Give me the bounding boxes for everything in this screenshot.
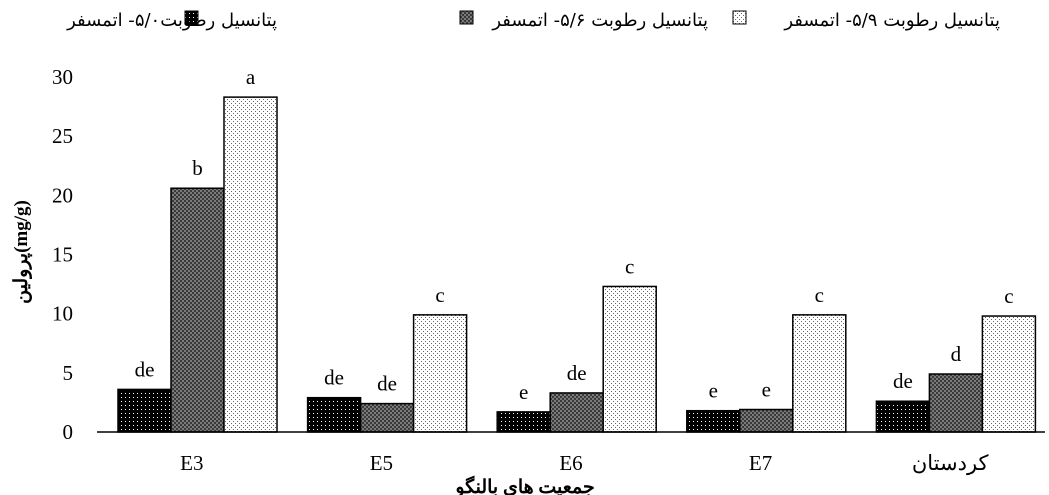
bar [686, 409, 741, 433]
y-tick-label: 10 [52, 302, 73, 326]
bar [306, 396, 362, 433]
x-tick-label: E6 [559, 451, 582, 475]
y-tick-label: 25 [52, 124, 73, 148]
y-tick-label: 0 [63, 420, 74, 444]
legend-label: پتانسیل رطوبت۵/۰- اتمسفر [66, 10, 277, 31]
bar [549, 392, 604, 433]
bar [739, 408, 794, 433]
bar [412, 314, 468, 433]
bar [117, 388, 172, 433]
chart-legend: پتانسیل رطوبت۵/۰- اتمسفر پتانسیل رطوبت ۵/… [66, 10, 1000, 31]
y-tick-label: 5 [63, 361, 74, 385]
y-tick-label: 15 [52, 243, 73, 267]
legend-swatch [732, 10, 747, 25]
bar [223, 96, 278, 433]
y-tick-label: 20 [52, 183, 73, 207]
bar-significance-label: de [893, 369, 913, 393]
bar-significance-label: e [709, 379, 718, 403]
bar-significance-label: b [192, 156, 203, 180]
bar-significance-label: c [1004, 284, 1013, 308]
y-tick-label: 30 [52, 65, 73, 89]
bar [981, 315, 1037, 433]
bar-significance-label: de [377, 372, 397, 396]
bar [359, 402, 415, 433]
legend-label: پتانسیل رطوبت ۵/۶- اتمسفر [491, 10, 708, 31]
x-axis: E3 E5 E6 E7 کردستان [97, 431, 1045, 476]
bar-significance-label: c [435, 283, 444, 307]
bar [875, 400, 931, 433]
bar-significance-label: e [762, 378, 771, 402]
x-tick-label: E7 [749, 451, 772, 475]
x-tick-label: کردستان [912, 451, 989, 476]
bar-significance-label: e [519, 380, 528, 404]
x-axis-title: جمعیت های بالنگو [453, 475, 594, 495]
bar-significance-label: de [324, 366, 344, 390]
x-tick-label: E3 [180, 451, 203, 475]
legend-swatch [459, 10, 474, 25]
legend-swatch [184, 10, 199, 25]
bar [602, 285, 657, 433]
bar [928, 373, 984, 433]
bar-significance-label: de [567, 361, 587, 385]
bars-layer: de b a de de c e de c e e c de d c [117, 65, 1037, 433]
bar-significance-label: a [246, 65, 256, 89]
bar-significance-label: c [815, 283, 824, 307]
bar-significance-label: d [951, 342, 962, 366]
x-tick-label: E5 [370, 451, 393, 475]
bar [792, 314, 847, 433]
y-axis: 0 5 10 15 20 25 30 [52, 65, 73, 444]
legend-label: پتانسیل رطوبت ۵/۹- اتمسفر [783, 10, 1000, 31]
y-axis-title: پرولین(mg/g) [11, 200, 32, 304]
bar-significance-label: de [135, 357, 155, 381]
bar [496, 411, 551, 433]
bar [170, 187, 225, 433]
bar-significance-label: c [625, 254, 634, 278]
